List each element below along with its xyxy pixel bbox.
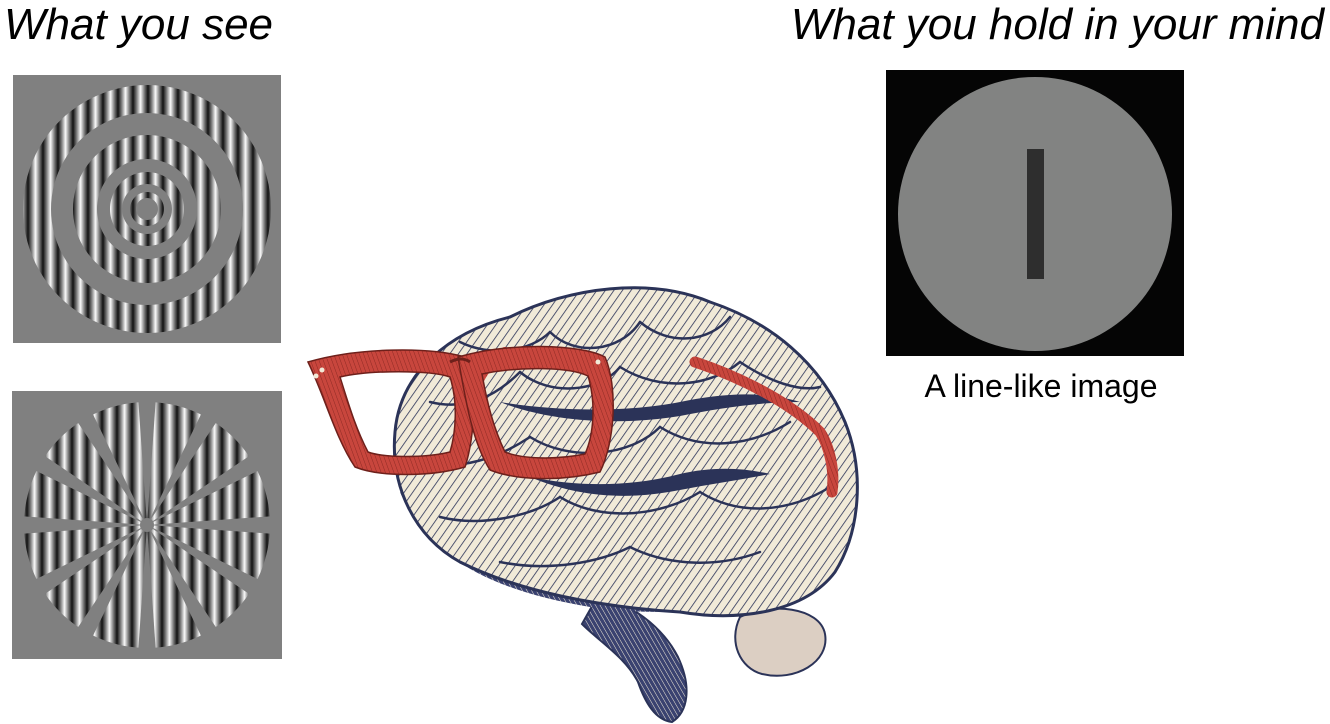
line-like-image-caption: A line-like image — [924, 368, 1158, 404]
grating-spoke — [147, 402, 204, 525]
grating-spoke — [147, 417, 255, 525]
grating-spoke — [24, 468, 147, 525]
grating-spoke — [39, 525, 148, 633]
grating-spoke — [147, 525, 204, 648]
grating-spoke — [147, 525, 255, 633]
grating-spoke — [147, 468, 270, 525]
grating-spoke — [90, 402, 147, 525]
brain-with-glasses-illustration — [306, 286, 859, 724]
heading-what-you-see: What you see — [4, 0, 274, 49]
radial-grating-stimulus — [12, 391, 282, 659]
brain-stem — [580, 590, 688, 724]
grating-spoke — [90, 525, 147, 648]
grating-spoke — [24, 525, 147, 582]
cerebellum — [734, 607, 827, 677]
line-like-mental-image — [886, 70, 1184, 356]
heading-what-you-hold: What you hold in your mind — [790, 0, 1324, 49]
vertical-line-bar — [1027, 149, 1044, 279]
grating-spoke — [147, 525, 270, 582]
glasses-icon — [306, 345, 839, 498]
concentric-grating-stimulus — [13, 75, 281, 343]
grating-spoke — [39, 417, 148, 525]
